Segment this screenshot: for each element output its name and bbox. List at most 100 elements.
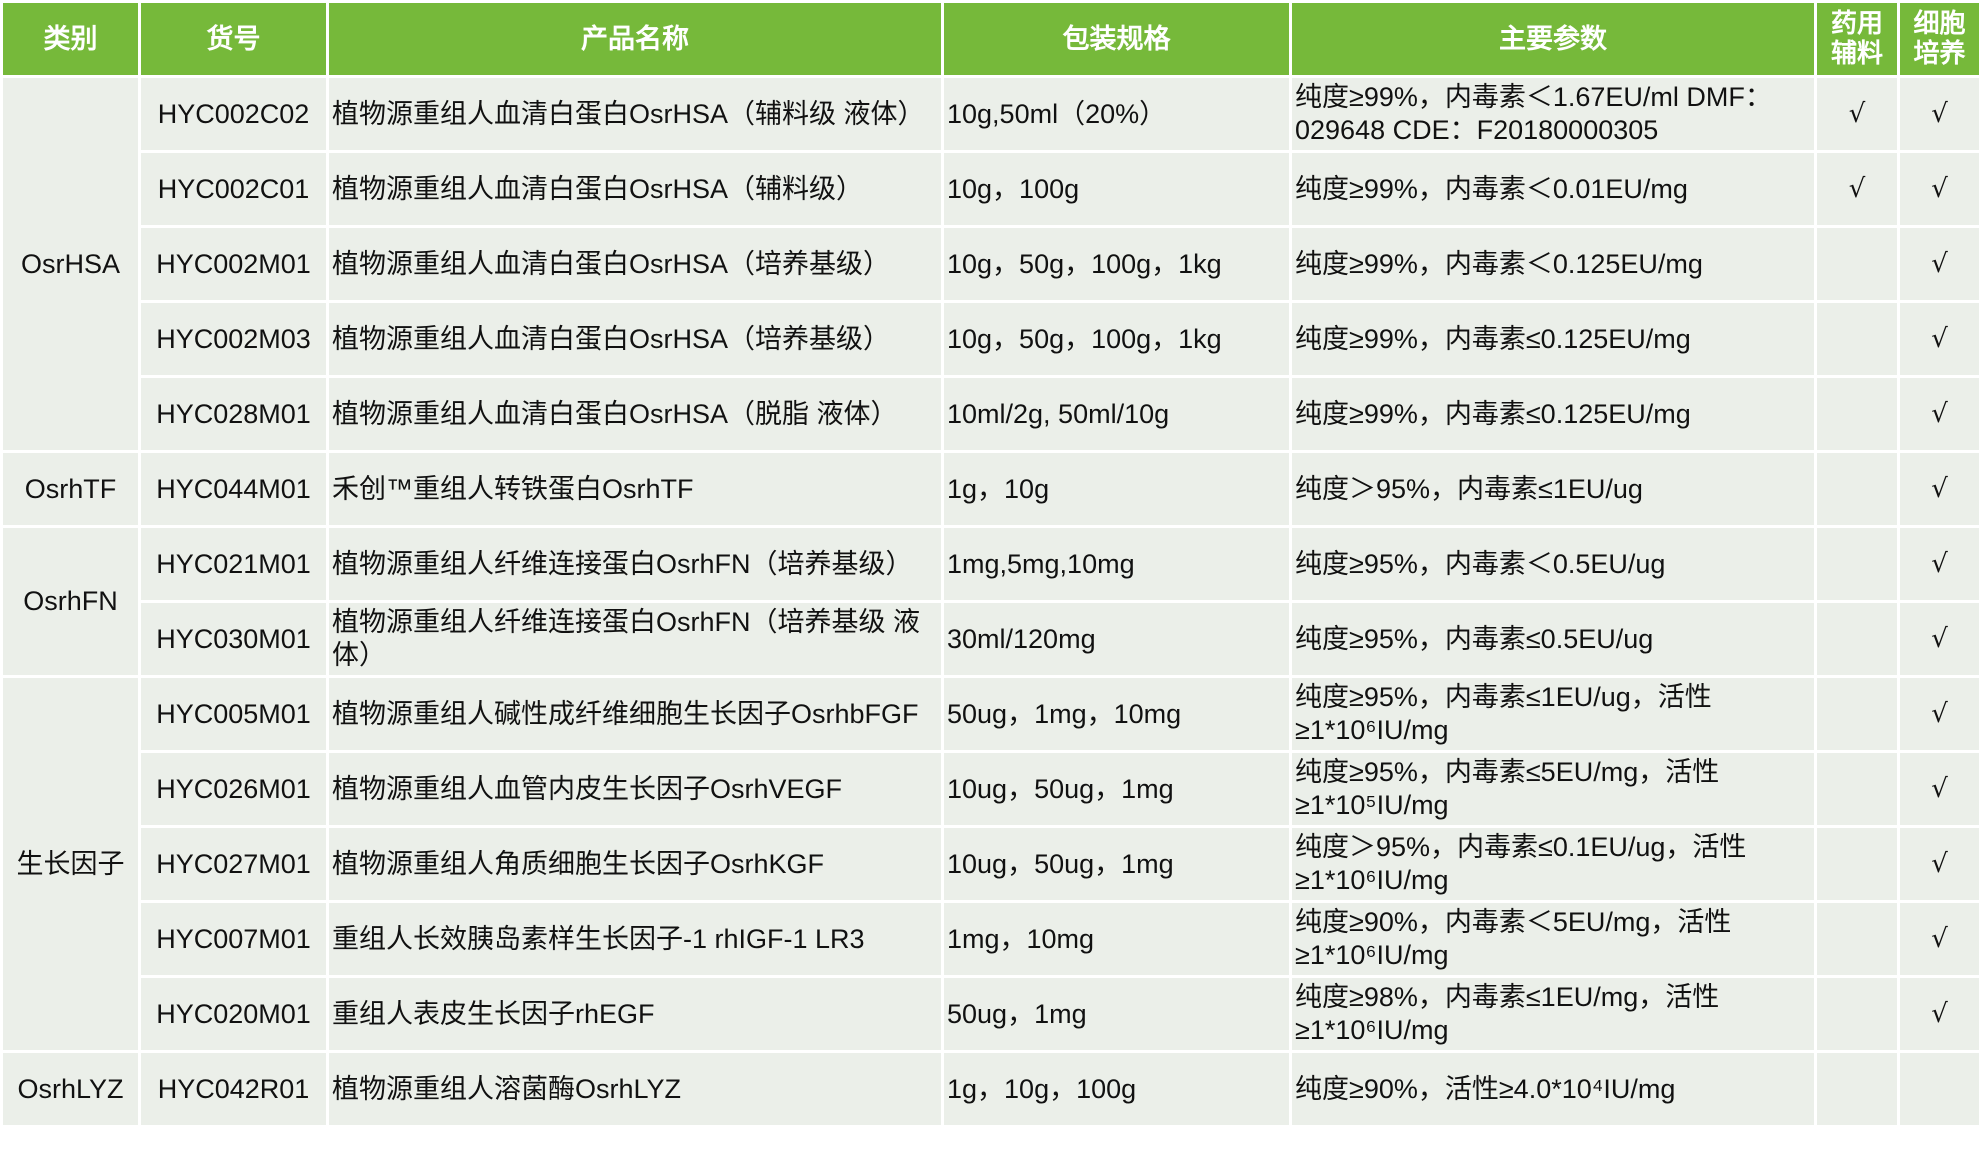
culture-check-icon: √	[1897, 525, 1979, 603]
main-params: 纯度≥99%，内毒素＜0.01EU/mg	[1289, 150, 1817, 228]
package-spec: 10g，50g，100g，1kg	[941, 225, 1292, 303]
product-name: 植物源重组人血清白蛋白OsrHSA（辅料级 液体）	[326, 75, 944, 153]
header-row: 类别 货号 产品名称 包装规格 主要参数 药用辅料 细胞培养	[0, 0, 1979, 78]
product-code: HYC002C01	[138, 150, 329, 228]
table-row: OsrhFN HYC021M01 植物源重组人纤维连接蛋白OsrhFN（培养基级） 1…	[0, 525, 1979, 678]
culture-check-icon	[1897, 1050, 1979, 1128]
product-name: 植物源重组人血清白蛋白OsrHSA（培养基级）	[326, 225, 944, 303]
main-params: 纯度＞95%，内毒素≤1EU/ug	[1289, 450, 1817, 528]
table-row: HYC026M01 植物源重组人血管内皮生长因子OsrhVEGF 10ug，50ug…	[2, 750, 1979, 828]
table-row: HYC028M01 植物源重组人血清白蛋白OsrHSA（脱脂 液体） 10ml/2g…	[2, 375, 1979, 453]
product-table: 类别 货号 产品名称 包装规格 主要参数 药用辅料 细胞培养 OsrHSA HYC…	[0, 0, 1979, 1128]
category-cell: OsrHSA	[0, 75, 141, 453]
pharma-check-icon	[1814, 375, 1900, 453]
main-params: 纯度＞95%，内毒素≤0.1EU/ug，活性≥1*10⁶IU/mg	[1289, 825, 1817, 903]
table-row: HYC002M01 植物源重组人血清白蛋白OsrHSA（培养基级） 10g，50g，…	[2, 225, 1979, 303]
package-spec: 10ug，50ug，1mg	[941, 825, 1292, 903]
pharma-check-icon	[1814, 300, 1900, 378]
culture-check-icon: √	[1897, 75, 1979, 153]
pharma-check-icon	[1814, 225, 1900, 303]
table-row: HYC002M03 植物源重组人血清白蛋白OsrHSA（培养基级） 10g，50g，…	[2, 300, 1979, 378]
product-name: 重组人长效胰岛素样生长因子-1 rhIGF-1 LR3	[326, 900, 944, 978]
product-name: 植物源重组人纤维连接蛋白OsrhFN（培养基级）	[326, 525, 944, 603]
table-row: OsrhLYZ HYC042R01 植物源重组人溶菌酶OsrhLYZ 1g，10g，1…	[0, 1050, 1979, 1128]
product-name: 植物源重组人溶菌酶OsrhLYZ	[326, 1050, 944, 1128]
culture-check-icon: √	[1897, 150, 1979, 228]
category-cell: OsrhLYZ	[0, 1050, 141, 1128]
package-spec: 1g，10g	[941, 450, 1292, 528]
culture-check-icon: √	[1897, 975, 1979, 1053]
product-code: HYC027M01	[138, 825, 329, 903]
product-name: 植物源重组人血清白蛋白OsrHSA（脱脂 液体）	[326, 375, 944, 453]
main-params: 纯度≥90%，活性≥4.0*10⁴IU/mg	[1289, 1050, 1817, 1128]
main-params: 纯度≥90%，内毒素＜5EU/mg，活性≥1*10⁶IU/mg	[1289, 900, 1817, 978]
table-row: HYC027M01 植物源重组人角质细胞生长因子OsrhKGF 10ug，50ug，…	[2, 825, 1979, 903]
table-row: HYC007M01 重组人长效胰岛素样生长因子-1 rhIGF-1 LR3 1mg，…	[2, 900, 1979, 978]
culture-check-icon: √	[1897, 450, 1979, 528]
category-cell: 生长因子	[0, 675, 141, 1053]
package-spec: 10ml/2g, 50ml/10g	[941, 375, 1292, 453]
package-spec: 1mg，10mg	[941, 900, 1292, 978]
product-name: 植物源重组人血清白蛋白OsrHSA（辅料级）	[326, 150, 944, 228]
package-spec: 1mg,5mg,10mg	[941, 525, 1292, 603]
culture-check-icon: √	[1897, 225, 1979, 303]
main-params: 纯度≥95%，内毒素≤0.5EU/ug	[1289, 600, 1817, 678]
table-row: OsrHSA HYC002C02 植物源重组人血清白蛋白OsrHSA（辅料级 液体）…	[0, 75, 1979, 453]
pharma-check-icon	[1814, 525, 1900, 603]
table-row: OsrhTF HYC044M01 禾创™重组人转铁蛋白OsrhTF 1g，10g 纯度＞…	[0, 450, 1979, 528]
product-code: HYC044M01	[138, 450, 329, 528]
product-code: HYC002C02	[138, 75, 329, 153]
pharma-check-icon	[1814, 825, 1900, 903]
product-code: HYC021M01	[138, 525, 329, 603]
pharma-check-icon	[1814, 750, 1900, 828]
main-params: 纯度≥99%，内毒素≤0.125EU/mg	[1289, 375, 1817, 453]
culture-check-icon: √	[1897, 750, 1979, 828]
culture-check-icon: √	[1897, 675, 1979, 753]
header-pharma: 药用辅料	[1814, 0, 1900, 78]
product-name: 植物源重组人纤维连接蛋白OsrhFN（培养基级 液体）	[326, 600, 944, 678]
category-cell: OsrhFN	[0, 525, 141, 678]
product-name: 植物源重组人血管内皮生长因子OsrhVEGF	[326, 750, 944, 828]
product-code: HYC002M01	[138, 225, 329, 303]
product-name: 植物源重组人血清白蛋白OsrHSA（培养基级）	[326, 300, 944, 378]
culture-check-icon: √	[1897, 600, 1979, 678]
header-culture: 细胞培养	[1897, 0, 1979, 78]
product-code: HYC007M01	[138, 900, 329, 978]
table-row: HYC020M01 重组人表皮生长因子rhEGF 50ug，1mg 纯度≥98%，内毒…	[2, 975, 1979, 1053]
table-row: 生长因子 HYC005M01 植物源重组人碱性成纤维细胞生长因子OsrhbFGF 50…	[0, 675, 1979, 1053]
main-params: 纯度≥95%，内毒素≤5EU/mg，活性≥1*10⁵IU/mg	[1289, 750, 1817, 828]
product-code: HYC002M03	[138, 300, 329, 378]
main-params: 纯度≥95%，内毒素＜0.5EU/ug	[1289, 525, 1817, 603]
package-spec: 10g，100g	[941, 150, 1292, 228]
product-code: HYC005M01	[138, 675, 329, 753]
product-name: 植物源重组人角质细胞生长因子OsrhKGF	[326, 825, 944, 903]
main-params: 纯度≥95%，内毒素≤1EU/ug，活性≥1*10⁶IU/mg	[1289, 675, 1817, 753]
product-code: HYC028M01	[138, 375, 329, 453]
culture-check-icon: √	[1897, 825, 1979, 903]
culture-check-icon: √	[1897, 300, 1979, 378]
main-params: 纯度≥98%，内毒素≤1EU/mg，活性≥1*10⁶IU/mg	[1289, 975, 1817, 1053]
package-spec: 1g，10g，100g	[941, 1050, 1292, 1128]
culture-check-icon: √	[1897, 375, 1979, 453]
package-spec: 30ml/120mg	[941, 600, 1292, 678]
product-code: HYC042R01	[138, 1050, 329, 1128]
table-row: HYC030M01 植物源重组人纤维连接蛋白OsrhFN（培养基级 液体） 30ml…	[2, 600, 1979, 678]
product-code: HYC026M01	[138, 750, 329, 828]
pharma-check-icon: √	[1814, 75, 1900, 153]
header-name: 产品名称	[326, 0, 944, 78]
pharma-check-icon	[1814, 975, 1900, 1053]
pharma-check-icon	[1814, 450, 1900, 528]
package-spec: 10g,50ml（20%）	[941, 75, 1292, 153]
header-category: 类别	[0, 0, 141, 78]
package-spec: 10ug，50ug，1mg	[941, 750, 1292, 828]
package-spec: 50ug，1mg	[941, 975, 1292, 1053]
pharma-check-icon	[1814, 600, 1900, 678]
pharma-check-icon	[1814, 900, 1900, 978]
table-row: HYC002C01 植物源重组人血清白蛋白OsrHSA（辅料级） 10g，100g 纯…	[2, 150, 1979, 228]
package-spec: 10g，50g，100g，1kg	[941, 300, 1292, 378]
product-code: HYC020M01	[138, 975, 329, 1053]
main-params: 纯度≥99%，内毒素＜1.67EU/ml DMF：029648 CDE：F201…	[1289, 75, 1817, 153]
pharma-check-icon	[1814, 675, 1900, 753]
header-spec: 包装规格	[941, 0, 1292, 78]
product-name: 禾创™重组人转铁蛋白OsrhTF	[326, 450, 944, 528]
